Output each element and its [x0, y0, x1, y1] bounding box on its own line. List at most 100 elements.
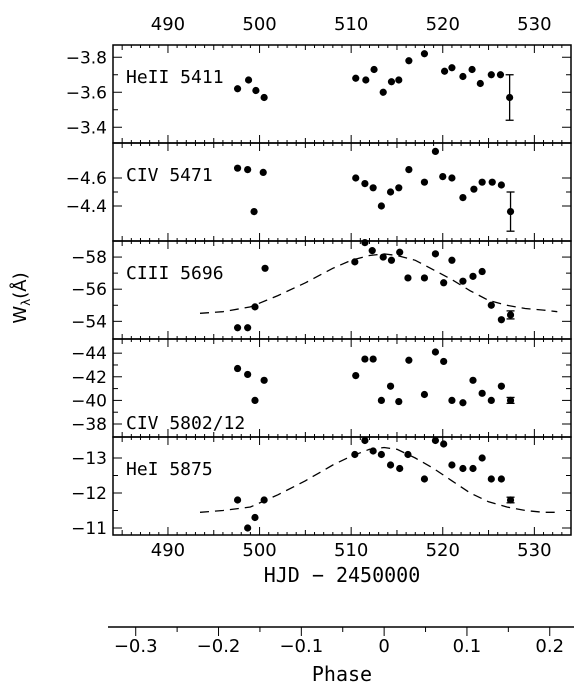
data-point — [352, 74, 360, 82]
data-point — [377, 202, 385, 210]
y-tick-label: −54 — [71, 312, 107, 332]
data-point — [361, 180, 369, 188]
phase-axis: −0.3 −0.2 −0.1 0 0.1 0.2 — [108, 626, 574, 657]
data-point — [440, 357, 448, 366]
data-point — [506, 208, 515, 216]
data-point — [420, 390, 429, 399]
panel-label: CIII 5696 — [126, 263, 224, 284]
data-point — [370, 65, 378, 74]
phase-tick-label: −0.3 — [114, 636, 158, 657]
data-point — [497, 316, 505, 324]
y-tick-label: −38 — [71, 415, 107, 435]
data-point — [497, 382, 505, 390]
data-point — [459, 194, 467, 202]
data-point — [478, 178, 486, 186]
phase-tick-label: 0.2 — [535, 636, 564, 657]
panel-2: −4.6 −4.4 CIV 5471 — [66, 142, 572, 242]
data-point — [244, 370, 252, 379]
data-point — [251, 303, 259, 311]
data-point — [233, 324, 242, 332]
data-point — [459, 399, 467, 407]
data-point — [470, 185, 478, 193]
bottom-tick-label: 510 — [334, 540, 368, 561]
panel-label: HeI 5875 — [126, 459, 213, 480]
svg-text:Wλ(Å): Wλ(Å) — [9, 272, 33, 323]
data-point — [379, 88, 387, 96]
data-point — [369, 355, 377, 363]
data-point — [361, 436, 369, 445]
data-point — [431, 436, 440, 445]
y-tick-label: −56 — [71, 280, 107, 300]
top-axis-tick-labels: 490 500 510 520 530 — [151, 14, 552, 35]
data-point — [468, 65, 476, 74]
data-point — [387, 78, 396, 86]
data-point — [386, 461, 395, 469]
y-tick-label: −4.4 — [66, 197, 107, 217]
data-point — [387, 256, 396, 264]
data-point — [496, 71, 505, 79]
data-point — [476, 79, 484, 88]
data-point — [351, 258, 359, 266]
panel-5: −13 −12 −11 HeI 5875 — [71, 436, 572, 539]
data-point — [420, 50, 429, 58]
data-point — [396, 248, 404, 256]
panel-frame — [112, 240, 572, 340]
phase-axis-label: Phase — [312, 662, 372, 686]
panel-frame — [112, 436, 572, 536]
data-point — [469, 376, 477, 384]
data-point — [420, 274, 429, 282]
y-tick-label: −3.4 — [66, 118, 107, 138]
panel-frame — [112, 44, 572, 144]
data-point — [478, 454, 486, 462]
top-tick-label: 520 — [426, 14, 460, 35]
data-point — [351, 450, 359, 459]
data-point — [431, 348, 440, 356]
data-point — [369, 447, 377, 455]
model-curve — [199, 446, 558, 513]
panels: −3.8 −3.6 −3.4 HeII 5411 −4.6 −4.4 CIV 5471 −58… — [66, 44, 572, 539]
panel-3: −58 −56 −54 CIII 5696 — [71, 239, 572, 340]
data-point — [377, 450, 385, 459]
data-point — [506, 311, 515, 319]
panel-label: CIV 5471 — [126, 165, 213, 186]
y-tick-label: −58 — [71, 248, 107, 268]
data-point — [395, 76, 403, 84]
data-point — [439, 173, 447, 181]
data-point — [405, 356, 413, 364]
data-point — [448, 396, 456, 404]
y-axis-label-main: W — [10, 306, 31, 324]
data-point — [369, 184, 377, 192]
y-tick-label: −44 — [71, 344, 107, 364]
data-point — [244, 76, 253, 84]
y-tick-label: −11 — [71, 519, 107, 539]
data-point — [396, 464, 404, 473]
data-point — [478, 267, 486, 276]
data-point — [459, 72, 467, 81]
data-point — [251, 513, 259, 522]
data-point — [506, 396, 515, 404]
data-point — [440, 279, 448, 287]
phase-tick-label: −0.1 — [279, 636, 323, 657]
bottom-axis-tick-labels: 490 500 510 520 530 — [151, 540, 552, 561]
panel-1: −3.8 −3.6 −3.4 HeII 5411 — [66, 44, 572, 144]
data-point — [431, 250, 440, 258]
data-point — [379, 253, 387, 261]
data-point — [404, 450, 412, 459]
data-point — [233, 364, 242, 373]
data-point — [488, 178, 496, 186]
data-point — [440, 67, 449, 75]
data-point — [487, 71, 495, 79]
top-tick-label: 500 — [242, 14, 276, 35]
data-point — [259, 168, 267, 176]
data-point — [352, 372, 360, 380]
model-curve — [199, 253, 558, 314]
data-point — [252, 86, 260, 95]
y-tick-label: −4.6 — [66, 169, 107, 189]
data-point — [448, 64, 456, 72]
data-point — [431, 147, 440, 155]
data-point — [478, 389, 486, 397]
data-point — [405, 57, 413, 65]
data-point — [261, 264, 269, 272]
data-point — [233, 85, 242, 93]
